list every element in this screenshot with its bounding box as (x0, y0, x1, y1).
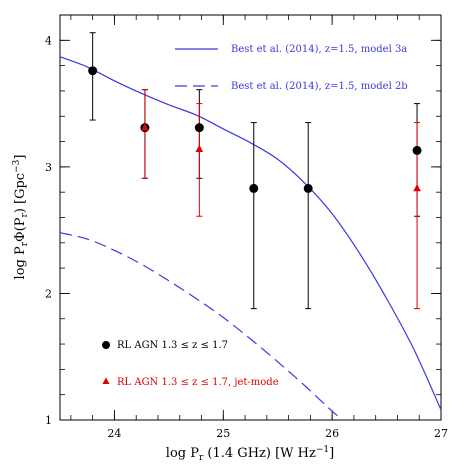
legend-marker-rl-agn (102, 341, 110, 349)
y-tick-label: 2 (45, 287, 52, 300)
rl-agn-point (303, 183, 313, 193)
legend-label-rl-agn: RL AGN 1.3 ≤ z ≤ 1.7 (117, 340, 228, 351)
jet-mode-point (195, 144, 204, 152)
model-curves (59, 56, 442, 421)
x-axis-title: log Pr (1.4 GHz) [W Hz−1] (166, 445, 334, 463)
plot-frame (59, 14, 442, 421)
legend-label-model-3a: Best et al. (2014), z=1.5, model 3a (231, 44, 407, 55)
x-tick-label: 27 (434, 427, 448, 440)
legend: Best et al. (2014), z=1.5, model 3a Best… (102, 44, 408, 388)
x-tick-labels: 24 25 26 27 (107, 427, 448, 440)
y-tick-label: 3 (45, 161, 52, 174)
x-tick-label: 24 (107, 427, 121, 440)
legend-label-model-2b: Best et al. (2014), z=1.5, model 2b (231, 81, 408, 92)
rl-agn-point (88, 66, 98, 76)
y-tick-label: 1 (45, 414, 52, 427)
legend-marker-jet-mode (102, 377, 110, 384)
y-tick-label: 4 (45, 34, 52, 47)
y-axis-title: log PrΦ(Pr) [Gpc−3] (12, 155, 30, 280)
data-points (88, 32, 422, 310)
plot-area (59, 14, 442, 421)
legend-label-jet-mode: RL AGN 1.3 ≤ z ≤ 1.7, jet-mode (117, 377, 279, 388)
jet-mode-point (413, 183, 421, 192)
x-tick-label: 25 (216, 427, 230, 440)
y-tick-labels: 1 2 3 4 (45, 34, 52, 427)
model-3a-curve (59, 56, 442, 411)
rl-agn-point (249, 183, 259, 193)
rl-agn-point (412, 145, 422, 155)
jet-mode-point (141, 123, 149, 131)
x-tick-label: 26 (325, 427, 339, 440)
minor-ticks (60, 14, 442, 421)
rl-agn-point (194, 123, 204, 133)
major-ticks (60, 15, 442, 421)
model-2b-curve (59, 232, 344, 421)
